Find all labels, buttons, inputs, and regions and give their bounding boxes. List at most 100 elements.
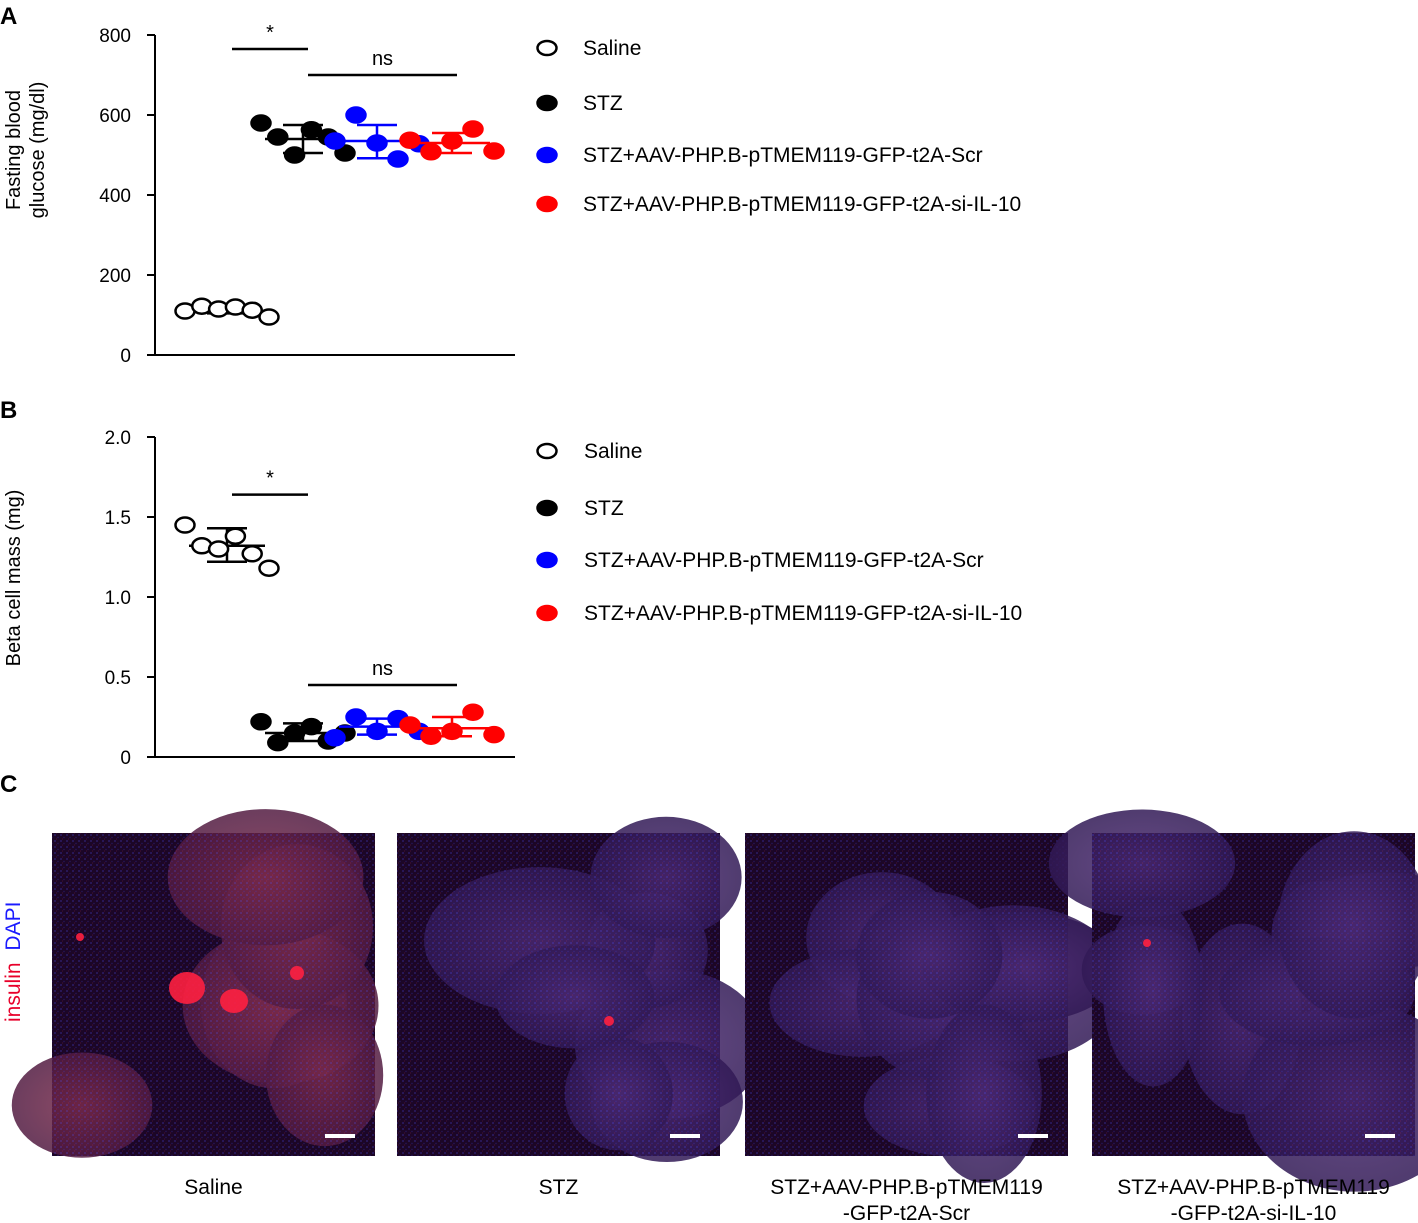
- legend-label: STZ: [584, 497, 624, 520]
- legend-label: STZ+AAV-PHP.B-pTMEM119-GFP-t2A-si-IL-10: [583, 193, 1021, 216]
- legend-marker: [536, 94, 558, 112]
- micrograph-caption: STZ+AAV-PHP.B-pTMEM119 -GFP-t2A-si-IL-10: [1117, 1176, 1390, 1223]
- scale-bar: [670, 1134, 700, 1138]
- data-point: [441, 132, 463, 150]
- stain-label-insulin: insulin: [2, 962, 25, 1022]
- significance-label: *: [266, 22, 274, 44]
- data-point: [345, 106, 367, 124]
- data-point: [399, 131, 421, 149]
- micrograph-2: STZ: [397, 816, 765, 1199]
- y-tick-label: 1.0: [105, 588, 131, 609]
- legend-marker: [536, 146, 558, 164]
- scale-bar: [1018, 1134, 1048, 1138]
- caption-line: STZ+AAV-PHP.B-pTMEM119: [770, 1176, 1043, 1199]
- y-tick-label: 800: [99, 26, 131, 47]
- marks-b: * ns: [174, 468, 505, 752]
- data-point: [241, 545, 263, 563]
- data-point: [441, 722, 463, 741]
- data-point: [207, 540, 230, 558]
- y-axis-title-a: Fasting blood glucose (mg/dl): [3, 82, 49, 219]
- data-point: [366, 134, 388, 152]
- legend-label: Saline: [583, 37, 641, 60]
- insulin-islet: [604, 1016, 614, 1026]
- y-tick-label: 600: [99, 106, 131, 127]
- significance-label: ns: [372, 48, 393, 70]
- panel-letter-a: A: [0, 3, 17, 30]
- data-point: [399, 716, 421, 734]
- legend-b: Saline STZ STZ+AAV-PHP.B-pTMEM119-GFP-t2A-…: [536, 440, 1022, 625]
- micrograph-caption: STZ: [539, 1176, 579, 1199]
- significance-label: *: [266, 468, 274, 490]
- caption-line: STZ+AAV-PHP.B-pTMEM119: [1117, 1176, 1390, 1199]
- data-point: [462, 120, 484, 138]
- legend-marker: [536, 551, 558, 569]
- nuclei-texture: [745, 833, 1068, 1156]
- legend-label: STZ+AAV-PHP.B-pTMEM119-GFP-t2A-si-IL-10: [584, 602, 1022, 625]
- data-point: [283, 146, 306, 164]
- data-point: [250, 114, 272, 132]
- legend-marker: [536, 604, 558, 622]
- y-tick-label: 400: [99, 186, 131, 207]
- y-tick-label: 200: [99, 266, 131, 287]
- data-point: [258, 559, 280, 577]
- panel-letter-c: C: [0, 771, 17, 798]
- panel-letter-b: B: [0, 397, 17, 424]
- significance-label: ns: [372, 658, 393, 680]
- data-point: [174, 516, 196, 534]
- legend-marker: [536, 39, 558, 57]
- legend-label: Saline: [584, 440, 642, 463]
- data-point: [334, 144, 356, 162]
- data-point: [324, 729, 346, 747]
- data-point: [420, 727, 442, 745]
- micrograph-4: STZ+AAV-PHP.B-pTMEM119 -GFP-t2A-si-IL-10: [1048, 809, 1418, 1223]
- axes-a: 0 200 400 600 800: [99, 26, 515, 367]
- data-point: [224, 527, 247, 545]
- legend-marker: [536, 442, 558, 460]
- chart-b: Beta cell mass (mg) 0 0.5 1.0 1.5 2.0 * ns Sa…: [3, 428, 1022, 769]
- micrograph-3: STZ+AAV-PHP.B-pTMEM119 -GFP-t2A-Scr: [745, 833, 1124, 1223]
- legend-label: STZ+AAV-PHP.B-pTMEM119-GFP-t2A-Scr: [583, 144, 983, 167]
- y-tick-label: 0: [120, 748, 131, 769]
- insulin-islet: [290, 966, 304, 980]
- data-point: [387, 150, 409, 168]
- micrograph-1: Saline: [11, 809, 384, 1199]
- legend-label: STZ: [583, 92, 623, 115]
- data-point: [483, 142, 505, 160]
- legend-a: Saline STZ STZ+AAV-PHP.B-pTMEM119-GFP-t2A-…: [536, 37, 1021, 216]
- data-point: [258, 308, 280, 326]
- caption-line: -GFP-t2A-si-IL-10: [1171, 1202, 1337, 1223]
- micrograph-row: Saline STZ STZ+AAV-PHP.B-pTMEM119 -GFP-t2A-…: [11, 809, 1418, 1223]
- legend-marker: [536, 499, 558, 517]
- nuclei-texture: [52, 833, 375, 1156]
- axes-b: 0 0.5 1.0 1.5 2.0: [105, 428, 515, 769]
- data-point: [420, 143, 442, 161]
- legend-label: STZ+AAV-PHP.B-pTMEM119-GFP-t2A-Scr: [584, 549, 984, 572]
- marks-a: * ns: [174, 22, 505, 326]
- data-point: [241, 301, 263, 319]
- data-point: [300, 717, 323, 736]
- y-tick-label: 0: [120, 346, 131, 367]
- data-point: [462, 703, 484, 721]
- y-tick-label: 0.5: [105, 668, 131, 689]
- caption-line: -GFP-t2A-Scr: [843, 1202, 970, 1223]
- insulin-islet: [220, 989, 248, 1013]
- insulin-islet: [1143, 939, 1151, 947]
- data-point: [345, 708, 367, 726]
- scale-bar: [1365, 1134, 1395, 1138]
- y-axis-title-b: Beta cell mass (mg): [3, 490, 25, 667]
- chart-a: Fasting blood glucose (mg/dl) 0 200 400 600…: [3, 22, 1021, 367]
- data-point: [366, 722, 388, 741]
- micrograph-caption: STZ+AAV-PHP.B-pTMEM119 -GFP-t2A-Scr: [770, 1176, 1043, 1223]
- y-axis-title-line-1: Fasting blood: [3, 90, 25, 210]
- insulin-islet: [169, 972, 205, 1004]
- legend-marker: [536, 195, 558, 213]
- caption-line: STZ: [539, 1176, 579, 1199]
- y-axis-title-line-1: Beta cell mass (mg): [3, 490, 25, 667]
- nuclei-texture: [1092, 833, 1415, 1156]
- stain-label: insulin DAPI: [2, 902, 25, 1022]
- data-point: [250, 713, 272, 731]
- data-point: [324, 132, 346, 150]
- y-axis-title-line-2: glucose (mg/dl): [27, 82, 49, 219]
- data-point: [483, 725, 505, 744]
